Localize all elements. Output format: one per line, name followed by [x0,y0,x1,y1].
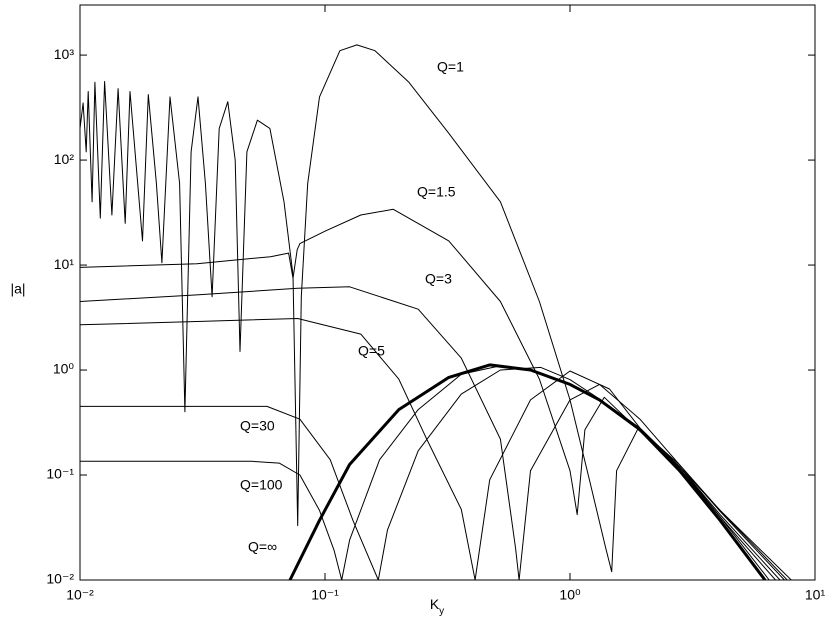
y-tick-label: 10³ [54,46,75,62]
series-label: Q=30 [240,418,275,434]
series-line [80,365,770,580]
y-axis-label: |a| [10,281,25,297]
x-axis-label: Ky [430,596,444,617]
y-tick-label: 10² [54,151,75,167]
y-tick-label: 10⁻² [46,571,74,587]
x-tick-label: 10⁻² [66,587,94,603]
x-tick-label: 10⁰ [559,587,581,603]
x-tick-label: 10¹ [805,587,826,603]
series-label: Q=5 [358,343,385,359]
series-label: Q=1 [437,59,464,75]
y-tick-label: 10⁻¹ [46,466,74,482]
series-line [80,318,781,580]
series-label: Q=3 [425,271,452,287]
plot-lines [80,44,792,580]
series-label: Q=∞ [248,539,277,555]
series-label: Q=1.5 [417,184,456,200]
series-line [80,44,788,580]
x-axis-label-subscript: y [439,606,444,617]
x-axis-label-main: K [430,596,440,612]
y-tick-label: 10⁰ [53,361,75,377]
series-line [80,286,785,580]
y-tick-label: 10¹ [54,256,75,272]
x-tick-label: 10⁻¹ [311,587,339,603]
series-label: Q=100 [240,477,283,493]
series-line [288,363,767,580]
plot-frame [79,4,816,581]
series-line [80,208,792,580]
